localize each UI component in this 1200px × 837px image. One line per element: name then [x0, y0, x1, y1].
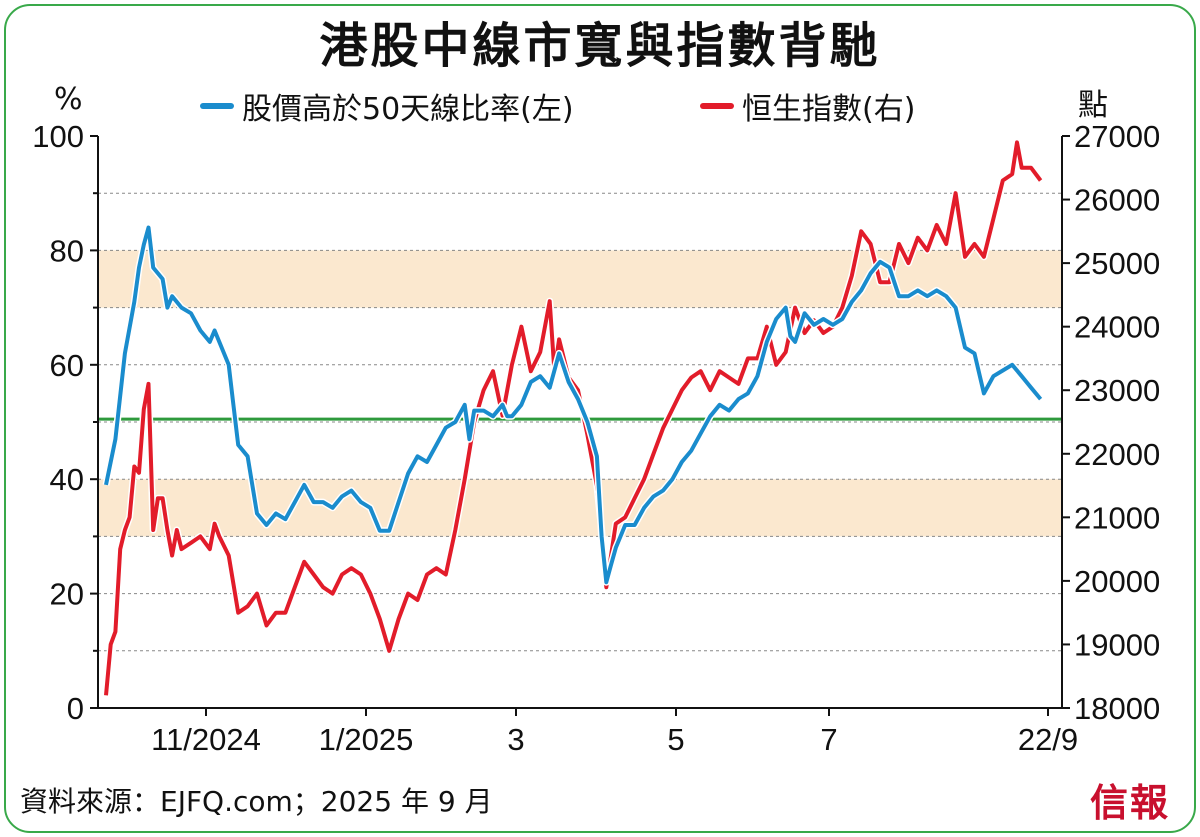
left-tick-label: 80 [50, 233, 84, 268]
left-tick-label: 0 [67, 691, 84, 726]
right-tick-label: 21000 [1074, 500, 1160, 535]
x-tick-label: 7 [820, 722, 837, 757]
left-axis-unit: % [54, 82, 83, 117]
x-axis-ticks: 11/2024 1/2025 3 5 7 22/9 [151, 708, 1078, 757]
series-line-breadth [104, 225, 1043, 585]
left-axis-ticks: 0 20 40 60 80 100 [32, 119, 98, 726]
x-tick-label: 1/2025 [319, 722, 414, 757]
source-note: 資料來源：EJFQ.com；2025 年 9 月 [20, 785, 493, 818]
left-tick-label: 60 [50, 348, 84, 383]
right-tick-label: 27000 [1074, 119, 1160, 154]
x-tick-label: 3 [507, 722, 524, 757]
right-tick-label: 19000 [1074, 627, 1160, 662]
chart-title: 港股中線市寬與指數背馳 [319, 18, 881, 74]
legend-item-breadth: 股價高於50天線比率(左) [200, 84, 574, 128]
right-tick-label: 26000 [1074, 183, 1160, 218]
x-tick-label: 5 [667, 722, 684, 757]
left-tick-label: 40 [50, 462, 84, 497]
gridlines [98, 192, 1062, 652]
legend-swatch-red [700, 103, 734, 109]
legend-label-breadth: 股價高於50天線比率(左) [242, 92, 574, 127]
shaded-bands [98, 250, 1062, 537]
right-tick-label: 24000 [1074, 310, 1160, 345]
series-lines [102, 138, 1044, 696]
left-tick-label: 100 [32, 119, 84, 154]
right-tick-label: 22000 [1074, 437, 1160, 472]
right-axis-ticks: 18000 19000 20000 21000 22000 23000 24000 25000… [1062, 119, 1160, 726]
legend-swatch-blue [200, 103, 234, 109]
right-axis-unit: 點 [1078, 88, 1108, 123]
shaded-band-1 [98, 250, 1062, 308]
left-tick-label: 20 [50, 577, 84, 612]
right-tick-label: 25000 [1074, 246, 1160, 281]
right-tick-label: 20000 [1074, 564, 1160, 599]
right-tick-label: 18000 [1074, 691, 1160, 726]
shaded-band-0 [98, 479, 1062, 537]
publisher-logo: 信報 [1090, 780, 1171, 825]
right-tick-label: 23000 [1074, 373, 1160, 408]
x-tick-label: 22/9 [1018, 722, 1078, 757]
legend-item-index: 恒生指數(右) [700, 84, 915, 128]
x-tick-label: 11/2024 [151, 722, 261, 757]
legend-label-index: 恒生指數(右) [742, 92, 916, 127]
